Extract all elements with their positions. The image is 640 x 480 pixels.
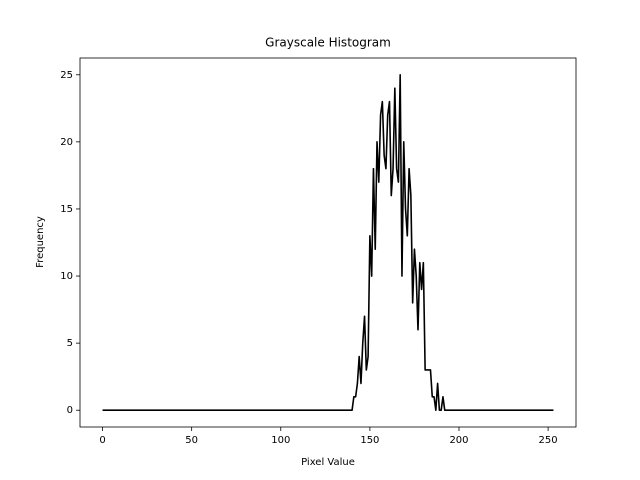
x-tick-label: 200 — [449, 435, 468, 446]
x-tick-label: 250 — [539, 435, 558, 446]
x-tick-label: 100 — [271, 435, 290, 446]
y-tick-label: 20 — [60, 137, 73, 148]
y-axis-label: Frequency — [35, 216, 46, 268]
y-tick-label: 15 — [60, 204, 73, 215]
y-tick-label: 0 — [67, 405, 73, 416]
x-axis-label: Pixel Value — [301, 457, 355, 468]
y-tick-label: 10 — [60, 271, 73, 282]
y-tick-label: 5 — [67, 338, 73, 349]
x-tick-label: 0 — [99, 435, 105, 446]
y-tick-label: 25 — [60, 70, 73, 81]
data-line — [102, 73, 554, 412]
chart-title: Grayscale Histogram — [265, 36, 391, 50]
x-tick-label: 150 — [360, 435, 379, 446]
axes-frame — [79, 57, 577, 428]
x-tick-label: 50 — [185, 435, 198, 446]
